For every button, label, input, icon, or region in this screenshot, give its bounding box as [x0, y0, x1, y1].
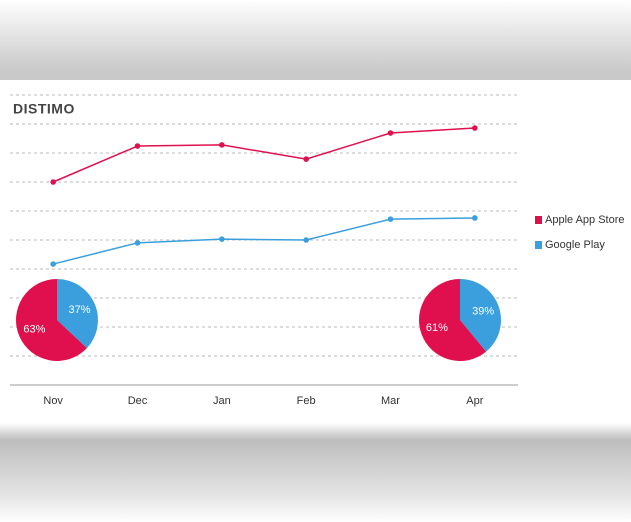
pie-slice: [460, 279, 501, 352]
legend-label: Apple App Store: [545, 214, 625, 226]
brand-logo: DISTIMO: [13, 101, 75, 117]
series-line: [52, 127, 475, 183]
data-point: [50, 261, 56, 267]
data-point: [219, 236, 225, 242]
x-tick-label: Dec: [128, 395, 148, 407]
legend-swatch: [535, 241, 542, 249]
series-line: [52, 217, 475, 265]
x-tick-label: Apr: [466, 395, 483, 407]
data-point: [387, 216, 394, 222]
legend-label: Google Play: [545, 239, 605, 251]
data-point: [303, 156, 309, 162]
data-point: [472, 215, 478, 221]
pie-slice: [57, 279, 98, 349]
pie-label: 39%: [472, 306, 494, 318]
x-tick-label: Feb: [297, 395, 316, 407]
data-point: [387, 130, 394, 136]
data-point: [50, 179, 56, 185]
data-point: [472, 125, 478, 131]
x-tick-label: Nov: [43, 395, 63, 407]
x-tick-label: Mar: [381, 395, 400, 407]
x-tick-label: Jan: [213, 395, 231, 407]
data-point: [303, 237, 309, 243]
pie-label: 37%: [69, 304, 91, 316]
pie-slice: [15, 279, 87, 361]
pie-slice: [418, 279, 487, 361]
legend-swatch: [535, 216, 542, 224]
data-point: [134, 240, 141, 246]
data-point: [134, 143, 141, 149]
pie-label: 63%: [23, 324, 45, 336]
data-point: [219, 142, 225, 148]
pie-label: 61%: [426, 322, 448, 334]
